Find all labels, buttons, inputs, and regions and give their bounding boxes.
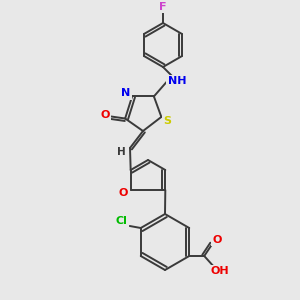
- Text: O: O: [213, 235, 222, 245]
- Text: O: O: [119, 188, 128, 198]
- Text: H: H: [117, 147, 125, 157]
- Text: Cl: Cl: [116, 216, 128, 226]
- Text: O: O: [100, 110, 110, 121]
- Text: N: N: [122, 88, 131, 98]
- Text: OH: OH: [211, 266, 230, 276]
- Text: F: F: [159, 2, 167, 12]
- Text: S: S: [164, 116, 171, 126]
- Text: NH: NH: [168, 76, 186, 86]
